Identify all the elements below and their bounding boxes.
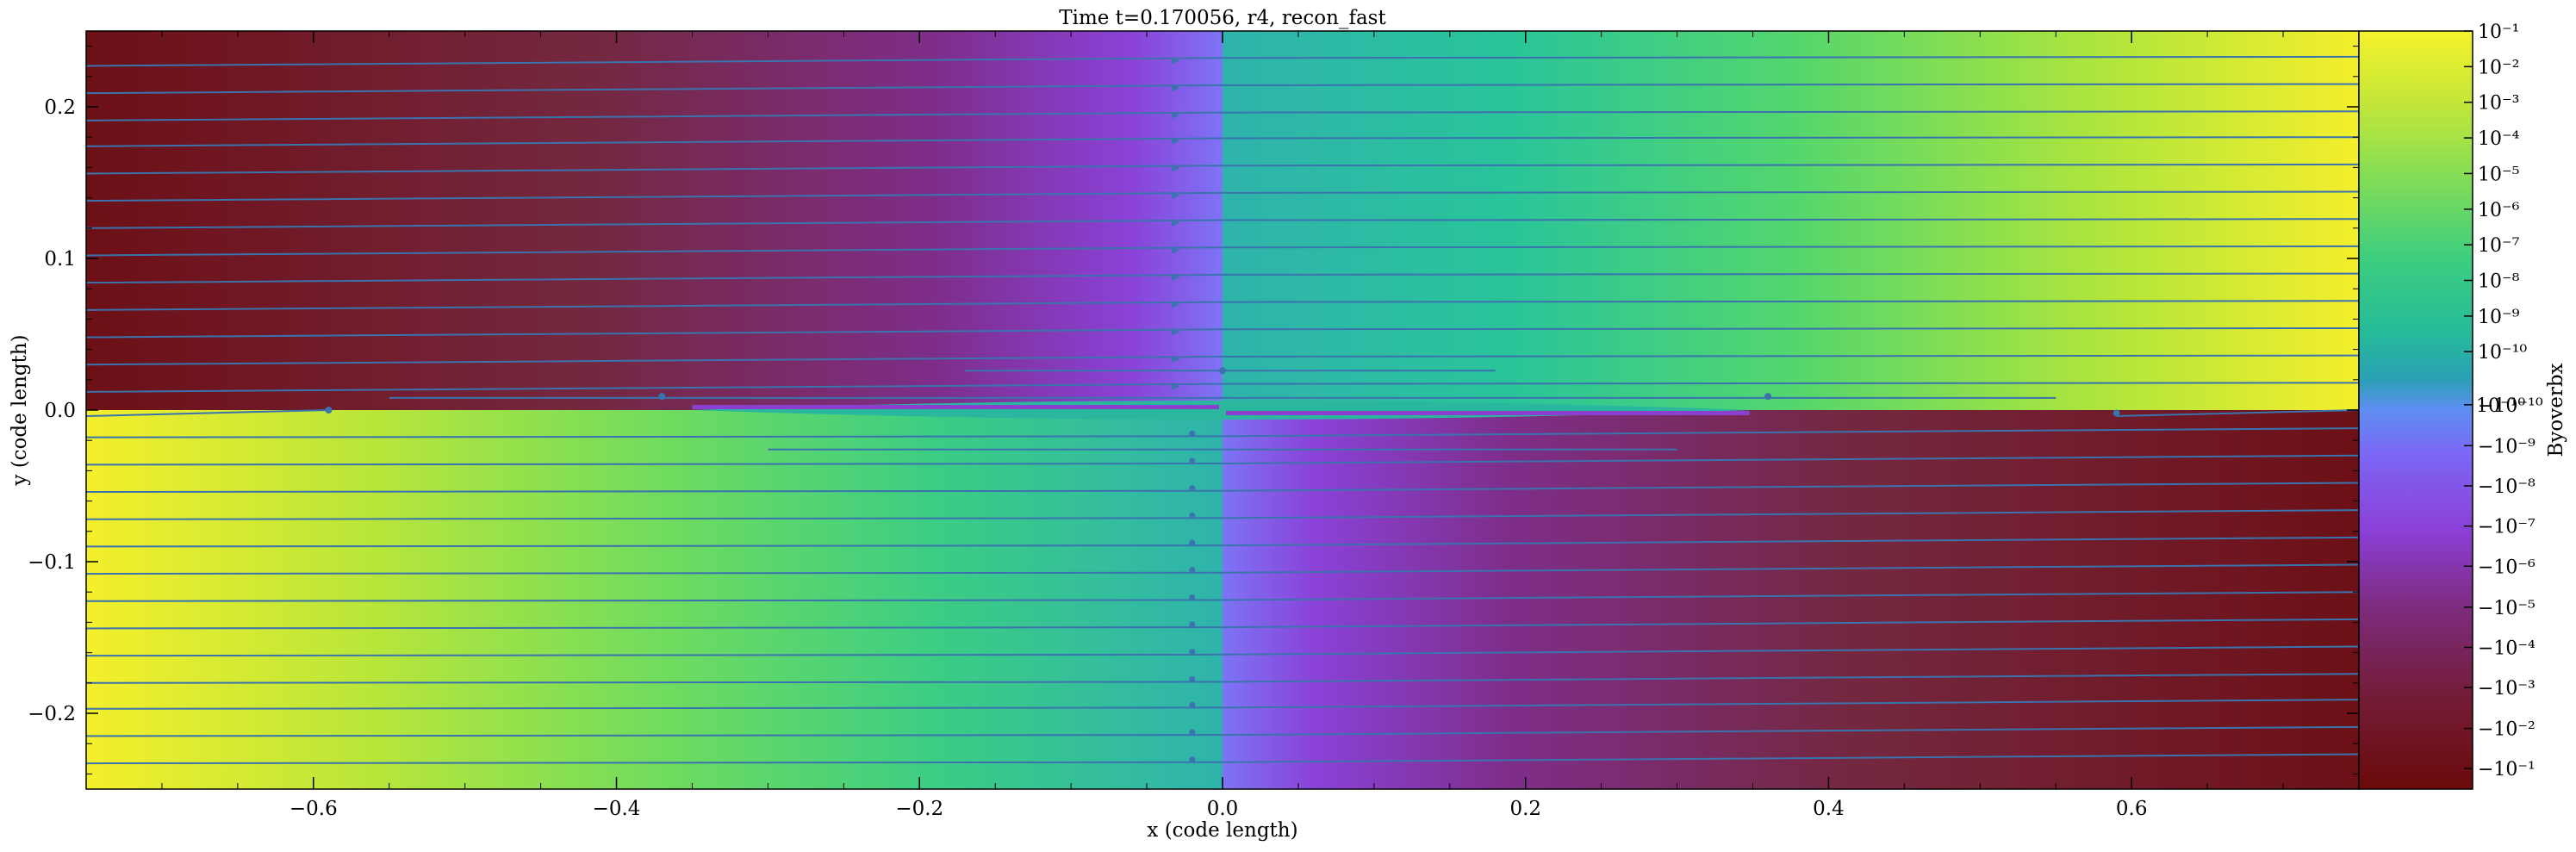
colorbar-tick-label: 10⁻¹⁰ <box>2478 342 2527 364</box>
colorbar-tick-label: 10⁻² <box>2478 57 2519 78</box>
colorbar-tick-label: −10⁻² <box>2478 719 2536 741</box>
colorbar-tick-label: −10⁻¹⁰ <box>2478 395 2543 417</box>
streamline <box>86 409 329 418</box>
colorbar-tick-label: 10⁻⁶ <box>2478 200 2520 221</box>
streamline-arrow <box>1764 393 1772 401</box>
colorbar-tick-label: 10⁻⁸ <box>2478 271 2520 293</box>
streamline-arrow <box>1172 191 1180 199</box>
streamline-arrow <box>1219 367 1226 375</box>
y-tick-label: 0.2 <box>44 96 76 119</box>
colorbar-tick-label: −10⁻⁴ <box>2478 637 2536 659</box>
y-tick-label: 0.0 <box>44 400 76 422</box>
colorbar-ticks: 10⁻¹ 10⁻² 10⁻³ 10⁻⁴ 10⁻⁵ 10⁻⁶ 10⁻⁷ 10⁻⁸ 10⁻⁹ 10⁻¹… <box>2464 22 2543 780</box>
streamline-arrow <box>1172 57 1180 65</box>
colorbar-label: Byoverbx <box>2545 363 2567 457</box>
streamline-arrow <box>1172 84 1180 91</box>
streamline-arrow <box>1189 756 1196 763</box>
streamline-arrow <box>1172 382 1180 390</box>
streamline-arrow <box>1172 246 1180 254</box>
colorbar-tick-label: −10⁻¹ <box>2478 759 2536 780</box>
colorbar-tick-label: 10⁻⁹ <box>2478 307 2520 328</box>
current-sheet <box>692 401 1753 420</box>
streamline-arrow <box>1189 594 1196 600</box>
x-tick-label: −0.2 <box>895 798 943 820</box>
colorbar-tick-label: 10⁻¹ <box>2478 22 2519 43</box>
streamline <box>2116 409 2359 418</box>
streamline-arrow <box>325 407 333 414</box>
streamline-arrow <box>1172 137 1180 145</box>
colorbar-tick-label: −10⁻⁹ <box>2478 436 2536 457</box>
streamline-arrow <box>1172 301 1180 308</box>
x-tick-label: 0.6 <box>2116 798 2148 820</box>
colorbar-tick-label: 10⁻⁵ <box>2478 164 2519 185</box>
streamline-arrow <box>1172 111 1180 119</box>
colorbar-tick-label: 10⁻³ <box>2478 93 2519 115</box>
current-sheet-lower-right <box>1226 411 1750 415</box>
colorbar-tick-label: −10⁻⁷ <box>2478 517 2536 538</box>
streamline-arrow <box>1189 649 1196 656</box>
streamline-arrow <box>1172 219 1180 227</box>
y-axis-label: y (code length) <box>9 334 31 486</box>
x-tick-label: 0.0 <box>1207 798 1239 820</box>
field-upper-left <box>86 31 1223 410</box>
x-tick-label: 0.2 <box>1509 798 1541 820</box>
colorbar-extra-label: 10⁻¹⁰ <box>2476 395 2525 417</box>
streamline-arrow <box>1189 675 1196 682</box>
x-tick-label: 0.4 <box>1813 798 1845 820</box>
streamline-arrow <box>658 393 666 401</box>
colorbar-tick-label: 10⁻⁴ <box>2478 128 2520 150</box>
colorbar-tick-label: −10⁻³ <box>2478 678 2536 700</box>
y-tick-label: −0.2 <box>28 703 76 725</box>
y-tick-label: 0.1 <box>44 248 76 271</box>
streamline-arrow <box>1189 430 1196 437</box>
streamline-arrow <box>1172 356 1180 364</box>
colorbar-tick-label: −10⁻⁸ <box>2478 476 2536 498</box>
streamline-arrow <box>2112 409 2120 417</box>
field-lower-right <box>1223 410 2359 789</box>
streamline-arrow <box>1172 328 1180 336</box>
streamline-arrow <box>1189 457 1196 464</box>
streamline-arrow <box>1172 274 1180 281</box>
x-tick-label: −0.6 <box>289 798 338 820</box>
x-axis-ticks: −0.6 −0.4 −0.2 0.0 0.2 0.4 0.6 <box>161 31 2284 820</box>
chart-title: Time t=0.170056, r4, recon_fast <box>1059 7 1386 29</box>
colorbar-tick-label: 10⁻⁷ <box>2478 235 2520 257</box>
streamline-arrow <box>1189 485 1196 492</box>
y-tick-label: −0.1 <box>28 551 76 574</box>
y-axis-ticks: 0.2 0.1 0.0 −0.1 −0.2 <box>28 46 2359 774</box>
streamline-arrow <box>1189 512 1196 519</box>
current-sheet-upper-left <box>692 405 1219 409</box>
heatmap-field <box>86 31 2359 789</box>
x-axis-label: x (code length) <box>1147 819 1297 842</box>
streamline-arrow <box>1189 701 1196 708</box>
colorbar-tick-label: −10⁻⁵ <box>2478 598 2536 619</box>
streamline-arrow <box>1189 621 1196 628</box>
x-tick-label: −0.4 <box>593 798 641 820</box>
colorbar <box>2358 30 2473 790</box>
streamline-arrow <box>1189 539 1196 546</box>
streamline-arrow <box>1189 567 1196 574</box>
streamline-arrow <box>1189 729 1196 736</box>
colorbar-tick-label: −10⁻⁶ <box>2478 557 2536 578</box>
streamline-arrow <box>1172 165 1180 172</box>
